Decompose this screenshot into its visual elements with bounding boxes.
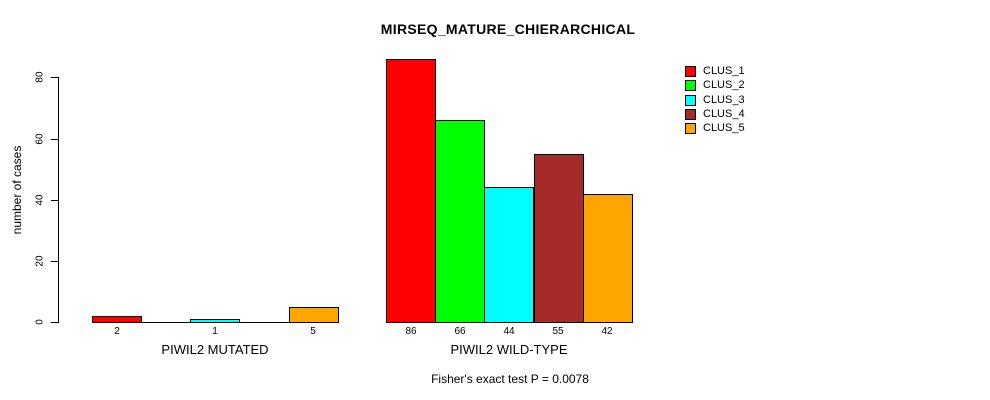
bar-value-label: 42 xyxy=(601,326,613,337)
bar-value-label: 55 xyxy=(552,326,564,337)
bar-value-label: 1 xyxy=(212,326,218,337)
legend-swatch-CLUS_3 xyxy=(685,94,696,106)
bar-CLUS_2 xyxy=(435,120,485,323)
y-axis-label: number of cases xyxy=(10,145,24,235)
legend-label: CLUS_2 xyxy=(703,79,745,92)
bar-CLUS_3 xyxy=(190,319,240,323)
legend-swatch-CLUS_2 xyxy=(685,80,696,92)
legend-label: CLUS_5 xyxy=(703,122,745,135)
legend-swatch-CLUS_1 xyxy=(685,66,696,77)
legend-item: CLUS_3 xyxy=(685,93,745,106)
bar-value-label: 86 xyxy=(405,326,417,337)
legend-label: CLUS_1 xyxy=(703,65,745,77)
bar-CLUS_1 xyxy=(386,59,436,323)
legend-swatch-CLUS_5 xyxy=(685,123,696,135)
legend-item: CLUS_4 xyxy=(685,107,745,120)
chart-title: MIRSEQ_MATURE_CHIERARCHICAL xyxy=(380,21,636,37)
bar-CLUS_1 xyxy=(92,316,142,323)
bar-CLUS_5 xyxy=(583,194,633,323)
legend-item: CLUS_1 xyxy=(685,66,745,77)
legend: CLUS_1 CLUS_2 CLUS_3 CLUS_4 CLUS_5 xyxy=(685,66,745,135)
y-tick xyxy=(51,139,58,140)
y-axis-line xyxy=(58,77,59,323)
y-tick-label: 40 xyxy=(34,194,46,206)
y-tick-label: 20 xyxy=(34,255,46,267)
legend-swatch-CLUS_4 xyxy=(685,108,696,120)
legend-item: CLUS_2 xyxy=(685,79,745,92)
bar-value-label: 2 xyxy=(114,326,120,337)
bar-CLUS_4 xyxy=(534,154,584,323)
legend-label: CLUS_4 xyxy=(703,107,745,120)
legend-label: CLUS_3 xyxy=(703,93,745,106)
y-tick xyxy=(51,322,58,323)
annotation-text: Fisher's exact test P = 0.0078 xyxy=(431,372,589,386)
bar-CLUS_5 xyxy=(289,307,339,323)
bar-value-label: 66 xyxy=(454,326,466,337)
y-tick xyxy=(51,261,58,262)
x-group-label: PIWIL2 MUTATED xyxy=(161,342,269,357)
y-tick xyxy=(51,77,58,78)
legend-item: CLUS_5 xyxy=(685,122,745,135)
y-tick-label: 60 xyxy=(34,133,46,145)
y-tick-label: 0 xyxy=(34,319,46,325)
y-tick-label: 80 xyxy=(34,71,46,83)
bar-value-label: 44 xyxy=(503,326,515,337)
bar-CLUS_3 xyxy=(484,187,534,323)
x-group-label: PIWIL2 WILD-TYPE xyxy=(450,342,568,357)
bar-value-label: 5 xyxy=(310,326,316,337)
y-tick xyxy=(51,200,58,201)
